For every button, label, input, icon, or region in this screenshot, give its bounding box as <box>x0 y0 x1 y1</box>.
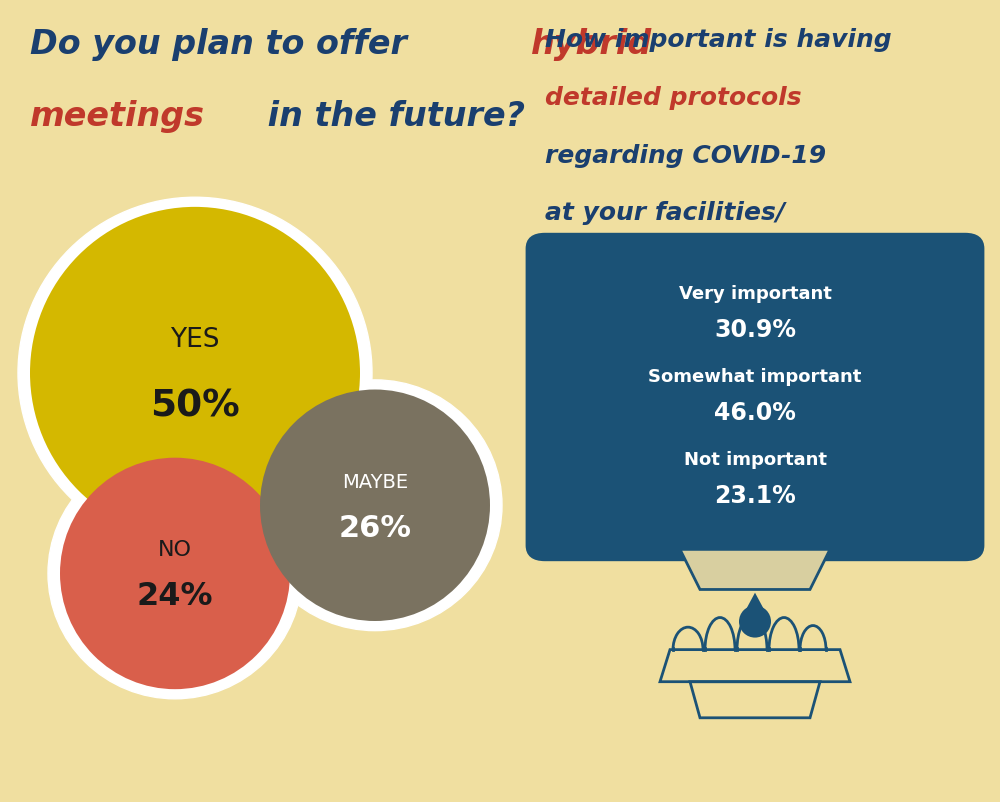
Text: regarding COVID-19: regarding COVID-19 <box>545 144 826 168</box>
Text: 23.1%: 23.1% <box>714 484 796 508</box>
Ellipse shape <box>18 197 372 549</box>
Text: 24%: 24% <box>137 581 213 612</box>
Ellipse shape <box>48 448 302 699</box>
Text: detailed protocols: detailed protocols <box>545 86 802 110</box>
FancyBboxPatch shape <box>527 234 983 560</box>
Polygon shape <box>680 549 830 589</box>
Text: YES: YES <box>170 326 220 353</box>
Ellipse shape <box>30 207 360 539</box>
Text: Not important: Not important <box>684 451 826 469</box>
Text: in the future?: in the future? <box>256 100 525 133</box>
Text: 26%: 26% <box>338 514 412 543</box>
Text: Very important: Very important <box>679 285 831 303</box>
Text: at your facilities/: at your facilities/ <box>545 201 785 225</box>
Text: How important is having: How important is having <box>545 28 892 52</box>
Text: hybrid: hybrid <box>531 28 653 61</box>
Ellipse shape <box>739 606 771 638</box>
Text: 30.9%: 30.9% <box>714 318 796 342</box>
Text: Do you plan to offer: Do you plan to offer <box>30 28 419 61</box>
Text: NO: NO <box>158 541 192 561</box>
Text: 46.0%: 46.0% <box>714 401 796 425</box>
Text: Somewhat important: Somewhat important <box>648 368 862 386</box>
Ellipse shape <box>260 390 490 621</box>
Polygon shape <box>744 593 766 614</box>
Text: meetings: meetings <box>30 100 205 133</box>
Text: MAYBE: MAYBE <box>342 472 408 492</box>
Text: destinations?: destinations? <box>545 259 735 283</box>
Ellipse shape <box>60 458 290 689</box>
Text: 50%: 50% <box>150 388 240 424</box>
Ellipse shape <box>248 380 502 630</box>
